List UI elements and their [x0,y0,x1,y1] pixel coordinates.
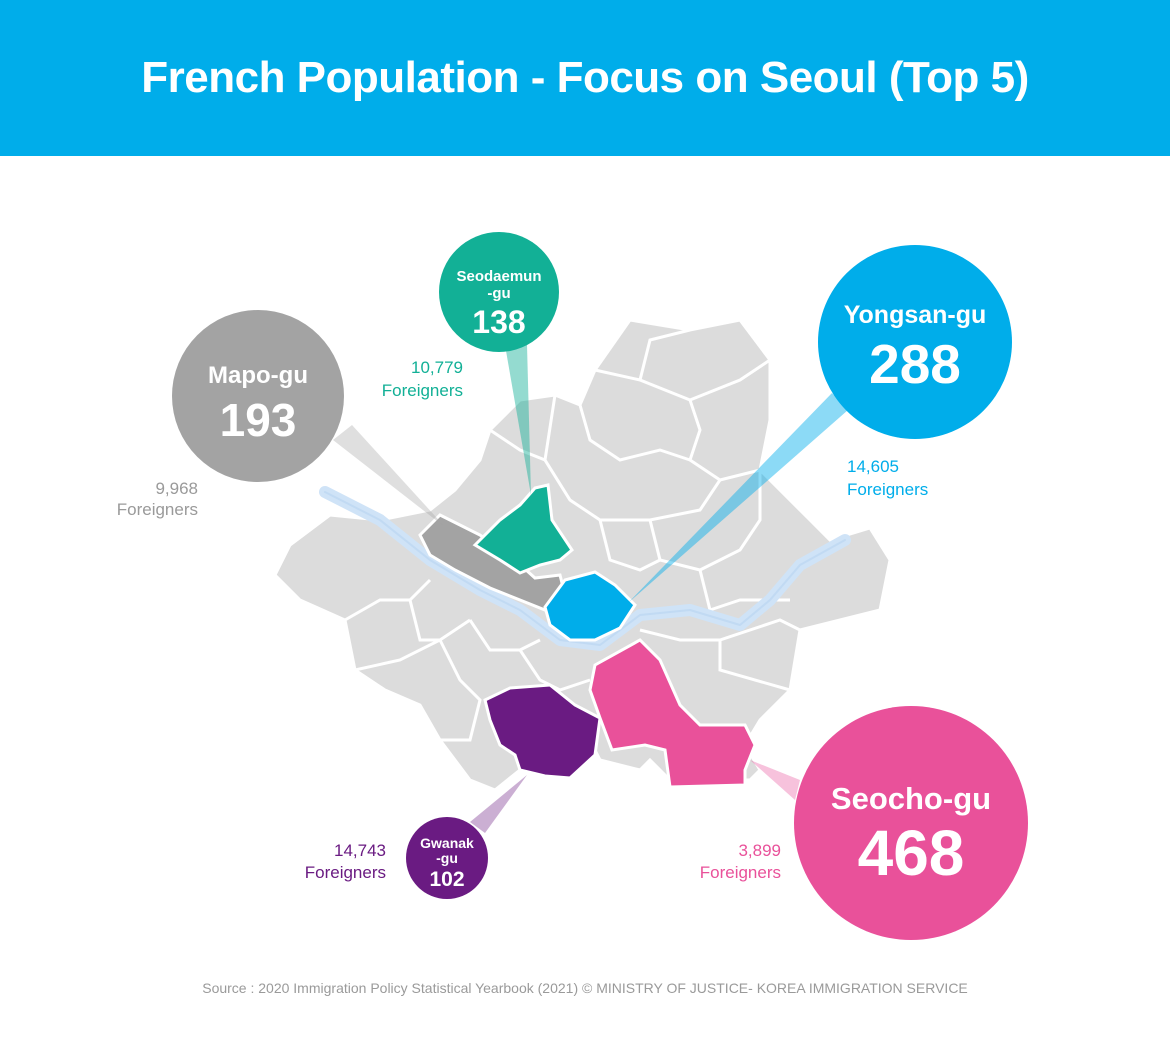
pointer-seodaemun [505,345,531,495]
bubble-seodaemun-value: 138 [472,304,525,340]
bubble-yongsan-value: 288 [869,333,961,395]
mapo-foreigners-count: 9,968 [155,479,198,498]
seocho-foreigners-label: Foreigners [700,863,781,882]
bubble-yongsan-name: Yongsan-gu [844,301,987,329]
seocho-foreigners-count: 3,899 [738,841,781,860]
bubble-seocho-value: 468 [858,817,965,889]
seodaemun-foreigners-count: 10,779 [411,358,463,377]
gwanak-foreigners-count: 14,743 [334,841,386,860]
bubble-gwanak-value: 102 [429,868,464,891]
yongsan-foreigners-count: 14,605 [847,457,899,476]
gwanak-foreigners-label: Foreigners [305,863,386,882]
seodaemun-foreigners-label: Foreigners [382,381,463,400]
district-gwanak [483,683,602,780]
bubble-mapo [172,310,344,482]
bubble-gwanak-name-2: -gu [436,850,458,866]
header-banner: French Population - Focus on Seoul (Top … [0,0,1170,156]
district-yongsan [543,570,637,642]
district-seocho [588,638,757,789]
bubble-yongsan [818,245,1012,439]
yongsan-foreigners-label: Foreigners [847,480,928,499]
bubble-gwanak [406,817,488,899]
pointer-gwanak [470,775,527,833]
bubble-seodaemun-name-2: -gu [487,285,510,302]
district-seodaemun [472,483,574,575]
bubble-mapo-value: 193 [220,394,297,446]
page-title: French Population - Focus on Seoul (Top … [141,53,1029,102]
bubble-mapo-name: Mapo-gu [208,362,308,389]
bubble-seocho-name: Seocho-gu [831,781,991,816]
bubble-seodaemun [439,232,559,352]
pointer-seocho [750,760,800,800]
pointer-yongsan [628,393,848,603]
bubble-gwanak-name-1: Gwanak [420,835,474,851]
source-credit: Source : 2020 Immigration Policy Statist… [202,980,968,996]
bubble-seocho [794,706,1028,940]
mapo-foreigners-label: Foreigners [117,500,198,519]
pointer-mapo [333,425,446,528]
bubble-seodaemun-name-1: Seodaemun [456,268,541,285]
